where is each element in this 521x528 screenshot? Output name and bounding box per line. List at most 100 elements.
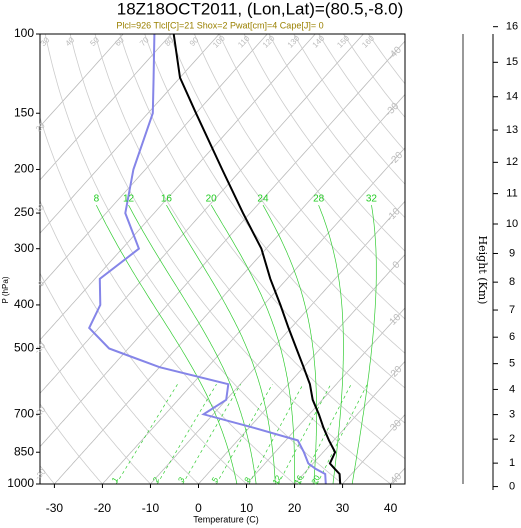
x-tick-label: 30 — [336, 501, 350, 515]
isotherm-label: -10 — [385, 206, 403, 224]
y-tick-label: 500 — [14, 341, 34, 355]
height-tick-label: 15 — [506, 56, 518, 68]
line-label: 160 — [360, 33, 376, 49]
line-label: 130 — [286, 33, 302, 49]
y-tick-label: 100 — [14, 26, 34, 40]
dry-adiabat — [368, 34, 405, 85]
height-tick-label: 6 — [509, 331, 515, 343]
line-label: 0 — [36, 279, 46, 289]
height-tick-label: 1 — [509, 457, 515, 469]
mixing-ratio-line — [248, 384, 304, 484]
line-label: 30 — [39, 35, 52, 48]
plot-profiles — [87, 34, 342, 484]
isotherm — [40, 34, 316, 341]
moist-adiabat — [210, 204, 295, 484]
height-tick-label: 3 — [509, 409, 515, 421]
isotherm — [390, 467, 405, 484]
height-tick-label: 12 — [506, 156, 518, 168]
moist-adiabat — [318, 204, 344, 484]
sounding-line — [87, 34, 327, 484]
dry-adiabat — [40, 339, 151, 484]
line-label: 100 — [211, 33, 227, 49]
dry-adiabat — [144, 34, 405, 389]
height-tick-label: 2 — [509, 433, 515, 445]
isotherm-label: -20 — [387, 150, 405, 168]
height-tick-label: 4 — [509, 383, 515, 395]
line-label: 150 — [335, 33, 351, 49]
y-tick-label: 300 — [14, 241, 34, 255]
chart-title: 18Z18OCT2011, (Lon,Lat)=(80.5,-8.0) — [117, 0, 404, 18]
line-label: 110 — [236, 34, 252, 50]
x-axis-label: Temperature (C) — [193, 514, 259, 524]
line-label: 140 — [311, 33, 327, 49]
isotherm-label: -40 — [386, 44, 404, 62]
y-axis-label: P (hPa) — [1, 276, 10, 303]
height-tick-label: 8 — [509, 276, 515, 288]
y-tick-label: 200 — [14, 162, 34, 176]
mixing-ratio-line — [156, 384, 217, 484]
x-tick-label: -30 — [46, 501, 64, 515]
isotherm — [150, 200, 405, 484]
moist-adiabat-label: 24 — [257, 194, 269, 205]
line-label: 40 — [63, 35, 76, 48]
plot-background — [0, 34, 405, 484]
isotherm — [246, 307, 405, 484]
mixing-ratio-label: 1 — [110, 475, 120, 484]
moist-adiabat — [128, 204, 257, 484]
dry-adiabat — [194, 34, 405, 320]
mixing-ratio-line — [115, 384, 178, 484]
dry-adiabat — [243, 34, 405, 252]
height-tick-label: 7 — [509, 304, 515, 316]
dry-adiabat — [94, 34, 405, 460]
plot-frame — [39, 33, 406, 485]
dry-adiabat — [268, 34, 405, 219]
moist-adiabat-label: 12 — [123, 194, 135, 205]
x-tick-label: 0 — [195, 501, 202, 515]
moist-adiabat-label: 16 — [161, 194, 173, 205]
height-tick-label: 16 — [506, 21, 518, 33]
dry-adiabat — [218, 34, 405, 286]
x-tick-label: -10 — [142, 501, 160, 515]
dry-adiabat — [0, 34, 6, 484]
isotherm — [40, 34, 364, 394]
y-tick-label: 150 — [14, 105, 34, 119]
chart-subtitle: Plcl=926 Tlcl[C]=21 Shox=2 Pwat[cm]=4 Ca… — [116, 20, 323, 30]
mixing-ratio-line — [316, 384, 368, 484]
line-label: -30 — [33, 467, 48, 482]
y-tick-label: 400 — [14, 297, 34, 311]
mixing-ratio-line — [299, 384, 352, 484]
x-tick-label: 40 — [384, 501, 398, 515]
line-label: 120 — [261, 33, 277, 49]
isotherm-label: 0 — [391, 259, 403, 271]
moist-adiabat — [262, 204, 317, 484]
moist-adiabat-label: 28 — [313, 194, 325, 205]
mixing-ratio-line — [216, 384, 273, 484]
dry-adiabat — [40, 199, 247, 484]
height-tick-label: 11 — [506, 188, 517, 200]
isotherm-label: 30 — [388, 418, 404, 434]
isotherm — [40, 34, 268, 288]
height-tick-label: 10 — [506, 218, 518, 230]
moist-adiabat-label: 8 — [94, 194, 100, 205]
mixing-ratio-label: 2 — [151, 475, 161, 484]
height-axis-label: Height (Km) — [476, 236, 489, 305]
isotherm — [54, 93, 405, 484]
dry-adiabat — [40, 403, 103, 484]
line-label: 50 — [88, 35, 101, 48]
height-tick-label: 14 — [506, 91, 518, 103]
mixing-ratio-label: 5 — [210, 475, 220, 484]
y-tick-label: 1000 — [7, 476, 34, 490]
mixing-ratio-label: 3 — [176, 475, 186, 484]
dry-adiabat — [343, 34, 405, 118]
x-tick-label: 20 — [288, 501, 302, 515]
height-tick-label: 9 — [509, 247, 515, 259]
line-label: 90 — [188, 35, 201, 48]
isotherm — [198, 253, 405, 484]
height-tick-label: 13 — [506, 124, 518, 136]
moist-adiabat — [95, 204, 238, 484]
height-tick-label: 0 — [509, 480, 515, 492]
line-label: 60 — [113, 35, 126, 48]
y-tick-label: 850 — [14, 444, 34, 458]
moist-adiabat-label: 20 — [206, 194, 218, 205]
